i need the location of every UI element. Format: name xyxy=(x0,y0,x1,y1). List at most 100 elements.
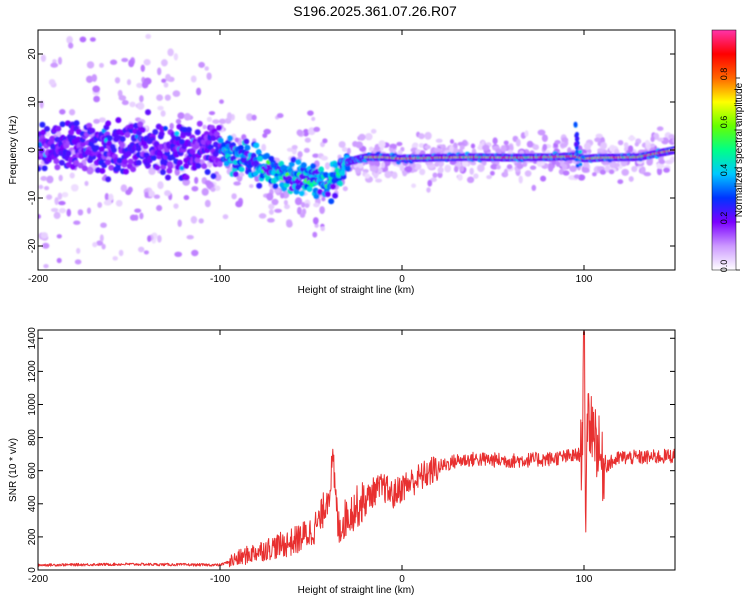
colorbar-tick-label: 0.8 xyxy=(719,68,729,81)
spectrogram-cell xyxy=(46,175,54,184)
spectrogram-cell xyxy=(332,162,339,169)
spectrogram-cell xyxy=(297,151,303,158)
spectrogram-cell xyxy=(575,131,579,137)
spectrogram-cell xyxy=(147,235,152,242)
spectrogram-cell xyxy=(38,165,42,172)
spectrogram-cell xyxy=(106,135,113,142)
spectrogram-cell xyxy=(166,161,173,168)
spectrogram-cell xyxy=(91,74,98,82)
spectrogram-cell xyxy=(145,109,151,116)
spectrogram-cell xyxy=(46,194,53,200)
spectrogram-cell xyxy=(191,185,199,192)
spectrogram-cell xyxy=(288,161,295,168)
spectrogram-cell xyxy=(321,196,326,202)
spectrogram-cell xyxy=(181,126,188,133)
spectrogram-cell xyxy=(554,139,561,145)
spectrogram-cell xyxy=(55,125,62,132)
spectrogram-cell xyxy=(449,160,457,165)
y-tick-label: 200 xyxy=(27,528,38,545)
spectrogram-cell xyxy=(93,118,100,124)
x-tick-label: 0 xyxy=(399,574,405,585)
spectrogram-cell xyxy=(531,184,537,191)
spectrogram-cell xyxy=(89,127,96,134)
spectrogram-cell xyxy=(86,207,92,214)
spectrogram-cell xyxy=(262,133,268,138)
spectrogram-cell xyxy=(139,126,146,133)
spectrogram-cell xyxy=(238,166,245,173)
spectrogram-cell xyxy=(44,126,50,132)
spectrogram-cell xyxy=(592,172,597,177)
spectrogram-cell xyxy=(118,95,127,101)
spectrogram-cell xyxy=(490,170,495,176)
spectrogram-cell xyxy=(44,185,50,191)
spectrogram-cell xyxy=(473,173,479,179)
spectrogram-cell xyxy=(437,166,444,174)
spectrogram-cell xyxy=(162,126,168,131)
spectrogram-cell xyxy=(231,193,237,200)
spectrogram-cell xyxy=(173,203,179,209)
spectrogram-cell xyxy=(653,132,660,140)
spectrogram-cell xyxy=(457,141,465,147)
spectrogram-cell xyxy=(556,161,561,167)
spectrogram-cell xyxy=(261,143,267,152)
spectrogram-cell xyxy=(98,117,106,123)
spectrogram-cell xyxy=(374,160,381,168)
spectrogram-cell xyxy=(38,147,45,154)
spectrogram-cell xyxy=(370,128,377,134)
spectrogram-cell xyxy=(492,137,498,145)
spectrogram-cell xyxy=(53,211,61,220)
spectrogram-cell xyxy=(561,163,568,171)
spectrogram-cell xyxy=(157,181,164,190)
spectrogram-cell xyxy=(227,135,234,142)
spectrogram-cell xyxy=(104,192,109,201)
spectrogram-cell xyxy=(121,100,129,106)
spectrogram-cell xyxy=(580,155,585,160)
spectrogram-cell xyxy=(627,136,636,141)
spectrogram-cell xyxy=(368,146,374,152)
spectrogram-cell xyxy=(143,250,149,255)
spectrogram-cell xyxy=(130,166,137,173)
colorbar: 0.0 0.2 0.4 0.6 0.8 Normalized spectral ampl… xyxy=(711,29,745,272)
spectrogram-cell xyxy=(419,168,426,176)
spectrogram-cell xyxy=(561,137,569,143)
spectrogram-cell xyxy=(573,174,580,179)
spectrogram-cell xyxy=(271,198,279,206)
spectrogram-cell xyxy=(470,161,477,166)
spectrogram-cell xyxy=(444,164,452,173)
spectrogram-cell xyxy=(196,87,202,96)
spectrogram-cell xyxy=(640,166,646,174)
x-tick-label: 100 xyxy=(576,574,593,585)
spectrogram-cell xyxy=(306,186,313,192)
spectrogram-cell xyxy=(330,183,337,190)
spectrogram-cell xyxy=(434,161,440,167)
spectrogram-cell xyxy=(126,79,132,86)
spectrogram-cell xyxy=(58,174,63,182)
spectrogram-cell xyxy=(594,137,601,143)
spectrogram-cell xyxy=(578,149,583,154)
spectrogram-cell xyxy=(253,142,260,149)
spectrogram-cell xyxy=(295,184,301,191)
spectrogram-cell xyxy=(244,144,251,151)
spectrogram-cell xyxy=(258,213,267,219)
spectrogram-cell xyxy=(124,131,131,138)
spectrogram-cell xyxy=(198,218,204,224)
spectrogram-cell xyxy=(157,105,164,111)
spectrogram-cell xyxy=(104,159,111,166)
spectrogram-cell xyxy=(194,129,201,136)
spectrogram-cell xyxy=(453,166,459,173)
spectrogram-cell xyxy=(38,184,44,190)
spectrogram-cell xyxy=(65,150,72,157)
spectrogram-cell xyxy=(313,202,320,208)
spectrogram-cell xyxy=(290,156,297,163)
spectrogram-cell xyxy=(204,180,212,186)
spectrogram-cell xyxy=(656,126,664,131)
spectrogram-cell xyxy=(158,130,165,137)
spectrogram-cell xyxy=(69,172,75,179)
spectrogram-cell xyxy=(48,78,56,86)
spectrogram-cell xyxy=(312,153,320,158)
colorbar-gradient xyxy=(711,29,737,271)
spectrogram-cell xyxy=(503,140,509,146)
spectrogram-cell xyxy=(415,149,421,154)
spectrogram-cell xyxy=(595,133,603,139)
